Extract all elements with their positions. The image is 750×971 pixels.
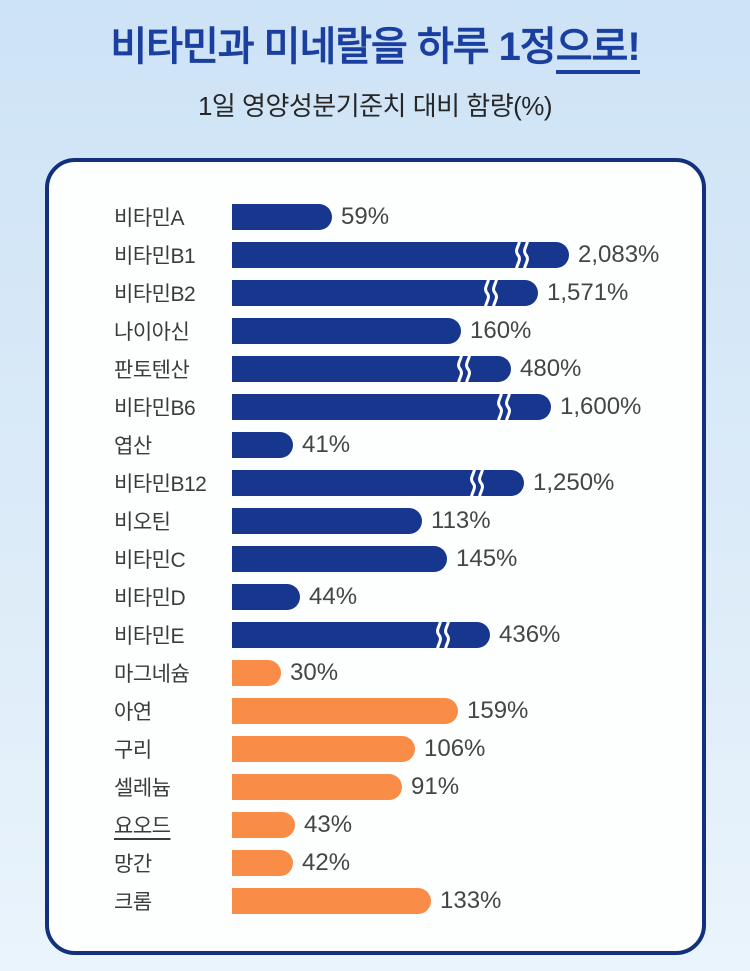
bar (232, 351, 511, 387)
page-subtitle: 1일 영양성분기준치 대비 함량(%) (197, 91, 553, 121)
row-label: 셀레늄 (114, 777, 171, 800)
row-label: 비타민E (114, 625, 184, 648)
chart-row: 비타민A 59% (114, 198, 702, 236)
row-value: 1,600% (560, 393, 642, 420)
chart-row: 크롬 133% (114, 882, 702, 920)
chart-row: 비타민B12 1,250% (114, 464, 702, 502)
bar-break-icon (484, 275, 498, 311)
bar-break-icon (457, 351, 471, 387)
bar (232, 389, 551, 425)
chart-row: 비오틴 113% (114, 502, 702, 540)
row-value: 43% (304, 811, 353, 838)
bar-chart: 비타민A 59% 비타민B1 2,083% 비타민B2 1,571% (49, 162, 702, 920)
chart-row: 비타민D 44% (114, 578, 702, 616)
chart-row: 구리 106% (114, 730, 702, 768)
chart-row: 망간 42% (114, 844, 702, 882)
row-label: 엽산 (114, 435, 152, 458)
row-label: 비타민C (114, 549, 186, 572)
chart-row: 비타민B6 1,600% (114, 388, 702, 426)
chart-row: 판토텐산 480% (114, 350, 702, 388)
bar (232, 508, 422, 534)
row-label: 나이아신 (114, 321, 190, 344)
row-value: 106% (424, 735, 486, 762)
row-label: 비타민A (114, 207, 184, 230)
bar (232, 850, 293, 876)
row-value: 159% (467, 697, 529, 724)
row-label: 비타민B6 (114, 397, 196, 420)
chart-row: 셀레늄 91% (114, 768, 702, 806)
row-label: 마그네슘 (114, 663, 190, 686)
row-label: 비타민B12 (114, 473, 207, 496)
chart-card: 비타민A 59% 비타민B1 2,083% 비타민B2 1,571% (45, 158, 706, 955)
row-label: 비타민D (114, 587, 186, 610)
row-label: 요오드 (114, 815, 171, 838)
page-header: 비타민과 미네랄을 하루 1정으로! 1일 영양성분기준치 대비 함량(%) (0, 0, 750, 123)
row-label: 크롬 (114, 891, 152, 914)
row-label: 비타민B1 (114, 245, 196, 268)
row-value: 1,250% (533, 469, 615, 496)
row-value: 145% (456, 545, 518, 572)
bar-break-icon (436, 617, 450, 653)
chart-row: 비타민E 436% (114, 616, 702, 654)
bar-break-icon (497, 389, 511, 425)
row-value: 436% (499, 621, 561, 648)
chart-row: 비타민C 145% (114, 540, 702, 578)
row-value: 41% (302, 431, 351, 458)
row-value: 2,083% (578, 241, 660, 268)
page-title-main: 비타민과 미네랄을 하루 1정 (110, 25, 556, 69)
bar (232, 432, 293, 458)
chart-row: 나이아신 160% (114, 312, 702, 350)
bar (232, 617, 490, 653)
row-value: 160% (470, 317, 532, 344)
row-value: 42% (302, 849, 351, 876)
page-title-underlined: 으로! (555, 25, 641, 74)
chart-row: 비타민B2 1,571% (114, 274, 702, 312)
bar (232, 584, 300, 610)
bar-break-icon (470, 465, 484, 501)
row-label: 비타민B2 (114, 283, 196, 306)
bar (232, 812, 295, 838)
row-label: 구리 (114, 739, 152, 762)
bar (232, 888, 431, 914)
row-value: 44% (309, 583, 358, 610)
row-label: 비오틴 (114, 511, 171, 534)
chart-row: 요오드 43% (114, 806, 702, 844)
row-label: 판토텐산 (114, 359, 190, 382)
bar (232, 318, 461, 344)
bar (232, 237, 569, 273)
bar (232, 660, 281, 686)
bar (232, 546, 447, 572)
bar (232, 465, 524, 501)
row-value: 91% (411, 773, 460, 800)
row-value: 480% (520, 355, 582, 382)
bar-break-icon (515, 237, 529, 273)
bar (232, 698, 458, 724)
chart-row: 비타민B1 2,083% (114, 236, 702, 274)
row-label: 망간 (114, 853, 152, 876)
row-value: 113% (431, 507, 491, 534)
row-value: 133% (440, 887, 502, 914)
row-value: 59% (341, 203, 390, 230)
bar (232, 275, 538, 311)
chart-row: 엽산 41% (114, 426, 702, 464)
row-value: 30% (290, 659, 339, 686)
bar (232, 774, 402, 800)
chart-row: 마그네슘 30% (114, 654, 702, 692)
bar (232, 736, 415, 762)
row-label: 아연 (114, 701, 152, 724)
bar (232, 204, 332, 230)
chart-row: 아연 159% (114, 692, 702, 730)
row-value: 1,571% (547, 279, 629, 306)
page-title: 비타민과 미네랄을 하루 1정으로! (0, 24, 750, 74)
